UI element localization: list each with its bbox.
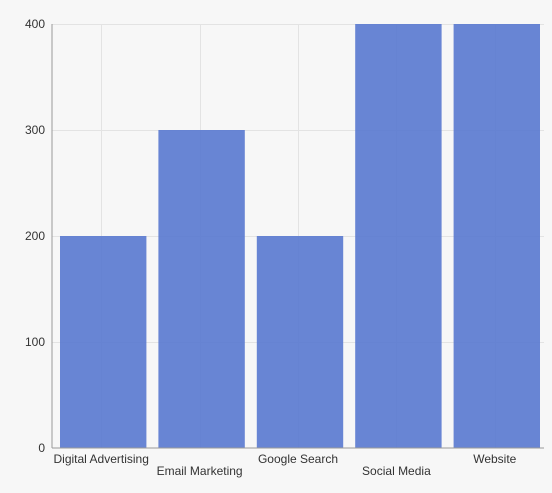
bars (60, 24, 540, 448)
bar-digital-advertising[interactable] (60, 236, 147, 448)
bar-email-marketing[interactable] (158, 130, 245, 448)
y-tick-label: 300 (25, 123, 45, 137)
y-axis-ticks: 0 100 200 300 400 (25, 17, 45, 455)
y-tick-label: 200 (25, 229, 45, 243)
bar-website[interactable] (453, 24, 540, 448)
x-tick-label: Social Media (362, 464, 431, 478)
x-tick-label: Email Marketing (157, 464, 243, 478)
bar-social-media[interactable] (355, 24, 442, 448)
y-tick-label: 100 (25, 335, 45, 349)
x-axis-labels: Digital Advertising Email Marketing Google… (54, 452, 517, 478)
x-tick-label: Digital Advertising (54, 452, 149, 466)
y-tick-label: 400 (25, 17, 45, 31)
x-tick-label: Google Search (258, 452, 338, 466)
y-tick-label: 0 (38, 441, 45, 455)
x-tick-label: Website (473, 452, 516, 466)
bar-google-search[interactable] (256, 236, 344, 448)
